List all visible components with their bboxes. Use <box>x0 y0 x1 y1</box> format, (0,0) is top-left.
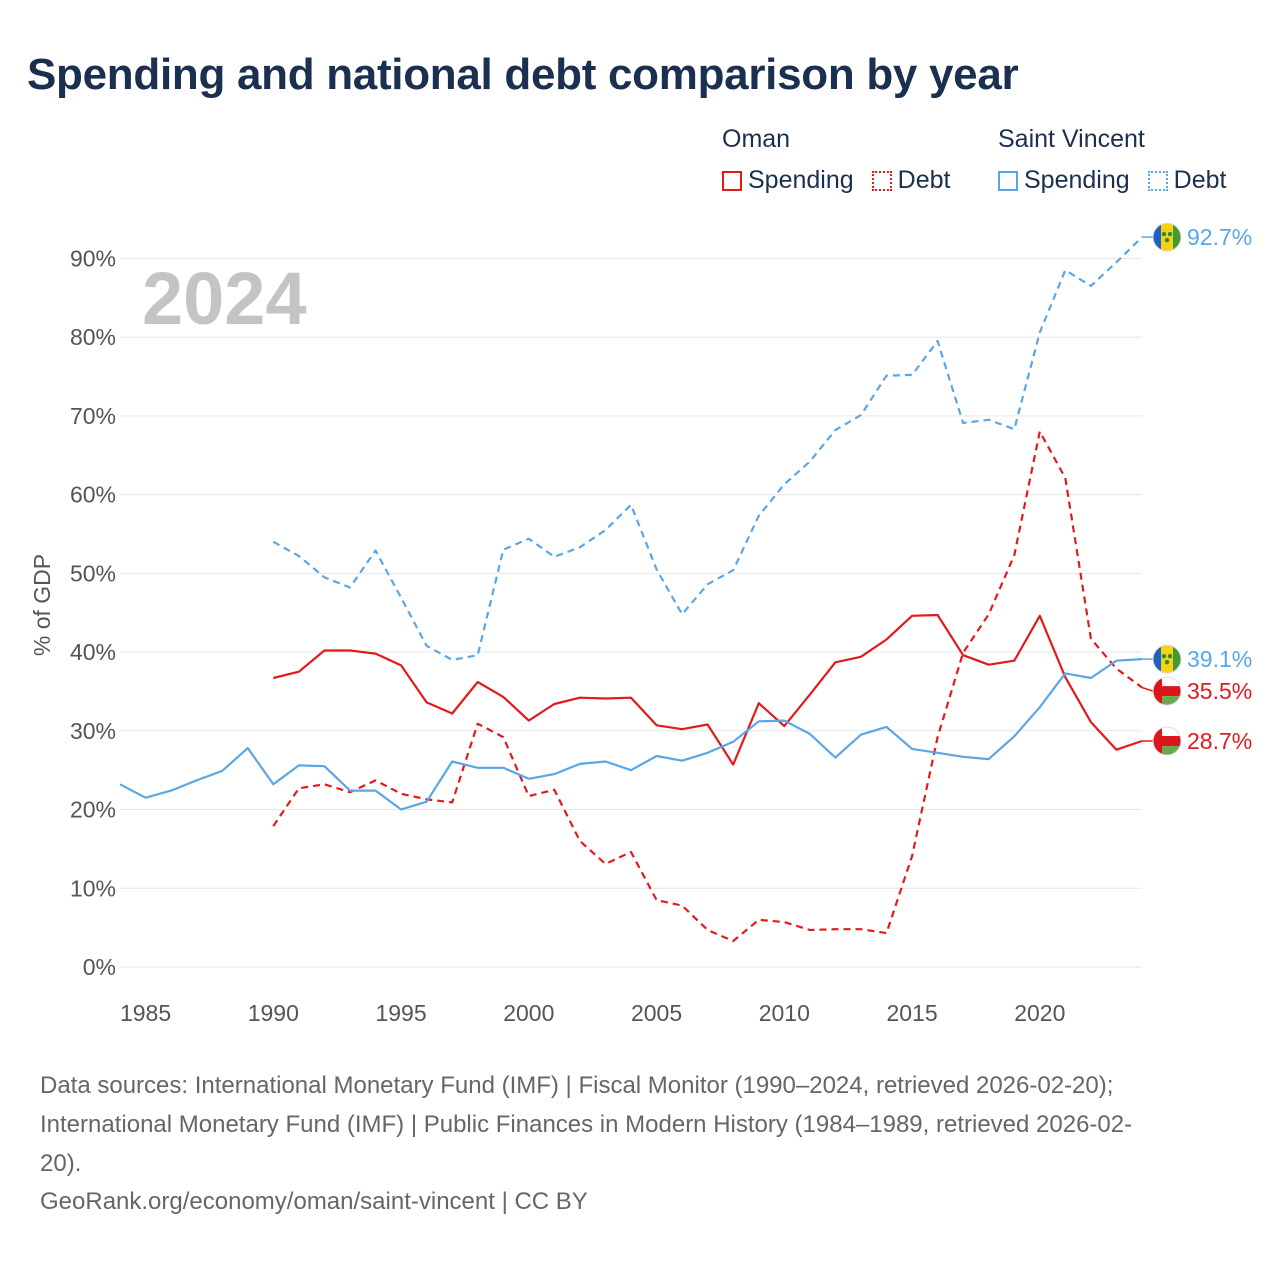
y-tick-label: 30% <box>70 718 116 744</box>
y-tick-label: 20% <box>70 797 116 823</box>
legend-swatch-dotted <box>1147 170 1168 191</box>
legend-swatch-solid <box>998 170 1018 191</box>
x-tick-label: 2005 <box>631 1000 682 1026</box>
legend-label: Spending <box>748 166 854 194</box>
credit-link[interactable]: GeoRank.org/economy/oman/saint-vincent |… <box>40 1188 588 1215</box>
series-end-labels: 92.7% 39.1% 35.5% 28.7% <box>1141 222 1252 756</box>
y-tick-label: 80% <box>70 324 116 350</box>
y-axis-label: % of GDP <box>29 554 55 656</box>
x-tick-label: 2010 <box>759 1000 810 1026</box>
y-tick-label: 0% <box>83 954 116 980</box>
x-tick-label: 1985 <box>120 1000 171 1026</box>
x-tick-label: 2020 <box>1014 1000 1065 1026</box>
y-axis-ticks: 0% 10% 20% 30% 40% 50% 60% 70% 80% 90% <box>70 245 116 980</box>
legend-swatch-solid <box>722 170 742 191</box>
chart-title: Spending and national debt comparison by… <box>27 50 1019 99</box>
legend-label: Debt <box>897 166 951 194</box>
x-tick-label: 2015 <box>886 1000 937 1026</box>
series-line-oman-spending[interactable] <box>273 613 1143 766</box>
legend-group-saint-vincent: Saint Vincent Spending Debt <box>998 124 1244 195</box>
legend-country-saint-vincent: Saint Vincent <box>998 125 1145 153</box>
legend-label: Spending <box>1024 166 1130 194</box>
legend-label: Debt <box>1173 166 1227 194</box>
legend-oman-debt[interactable]: Debt <box>871 166 951 195</box>
end-connector <box>1141 686 1154 692</box>
y-tick-label: 10% <box>70 875 116 901</box>
end-value-label: 39.1% <box>1187 646 1252 672</box>
legend-oman-spending[interactable]: Spending <box>722 166 854 195</box>
legend-country-oman: Oman <box>722 125 791 153</box>
x-tick-label: 1995 <box>375 1000 426 1026</box>
flag-icon-oman <box>1152 726 1182 756</box>
flag-icon-oman <box>1152 676 1182 706</box>
y-tick-label: 50% <box>70 560 116 586</box>
series-line-saint-vincent-spending[interactable] <box>119 658 1143 811</box>
series-line-saint-vincent-debt[interactable] <box>272 236 1143 662</box>
series-line-oman-debt[interactable] <box>272 430 1143 943</box>
legend-group-oman: Oman Spending Debt <box>722 124 968 195</box>
y-tick-label: 90% <box>70 245 116 271</box>
x-axis-ticks: 1985 1990 1995 2000 2005 2010 2015 2020 <box>120 1000 1065 1026</box>
y-tick-label: 40% <box>70 639 116 665</box>
x-tick-label: 2000 <box>503 1000 554 1026</box>
y-tick-label: 60% <box>70 482 116 508</box>
line-chart: 2024 % of GDP 0% 10% 20% 30% 40% 50% 60% 70% 80%… <box>29 222 1252 1026</box>
data-sources: Data sources: International Monetary Fun… <box>40 1066 1240 1183</box>
year-watermark: 2024 <box>142 257 307 340</box>
legend-saint-vincent-spending[interactable]: Spending <box>998 166 1130 195</box>
legend-saint-vincent-debt[interactable]: Debt <box>1147 166 1227 195</box>
flag-icon-saint-vincent <box>1152 644 1182 674</box>
end-value-label: 28.7% <box>1187 728 1252 754</box>
legend-swatch-dotted <box>871 170 892 191</box>
sources-line: Data sources: International Monetary Fun… <box>40 1072 1114 1099</box>
x-tick-label: 1990 <box>248 1000 299 1026</box>
flag-icon-saint-vincent <box>1152 222 1182 252</box>
end-value-label: 92.7% <box>1187 224 1252 250</box>
end-value-label: 35.5% <box>1187 678 1252 704</box>
sources-line: 20). <box>40 1150 82 1177</box>
gridlines <box>120 257 1142 968</box>
sources-line: International Monetary Fund (IMF) | Publ… <box>40 1111 1133 1138</box>
series-lines <box>119 236 1143 943</box>
y-tick-label: 70% <box>70 403 116 429</box>
